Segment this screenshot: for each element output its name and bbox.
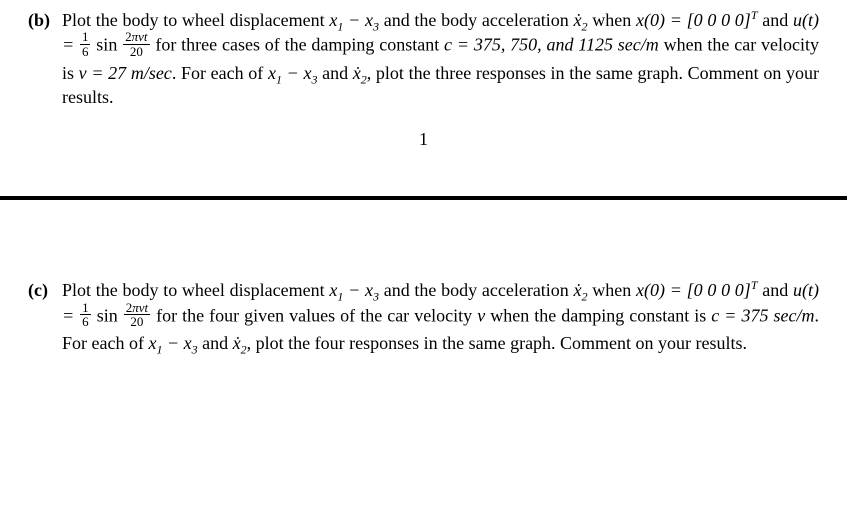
math-expr: x1 − x3 (329, 10, 379, 30)
denominator: 20 (124, 315, 150, 329)
fraction: 16 (80, 301, 91, 329)
numerator: 2πvt (123, 30, 149, 45)
math-expr: c = 375, 750, and 1125 sec/m (444, 35, 659, 55)
text: for the four given values of the car vel… (151, 305, 477, 325)
text: and the body acceleration (379, 280, 574, 300)
text: Plot the body to wheel displacement (62, 10, 329, 30)
math-expr: x(0) = [0 0 0 0]T (636, 10, 758, 30)
text: , plot the four responses in the same gr… (247, 333, 747, 353)
problem-c-text: Plot the body to wheel displacement x1 −… (62, 278, 819, 355)
problem-b-text: Plot the body to wheel displacement x1 −… (62, 8, 819, 109)
math-expr: v = 27 m/sec (79, 63, 172, 83)
math-expr: ẋ2 (233, 333, 247, 353)
text: sin (92, 305, 123, 325)
denominator: 6 (80, 315, 91, 329)
text: . For each of (172, 63, 268, 83)
numerator: 2πvt (124, 301, 150, 316)
page: (b) Plot the body to wheel displacement … (0, 0, 847, 151)
text: when (588, 280, 636, 300)
denominator: 20 (123, 45, 149, 59)
numerator: 1 (80, 301, 91, 316)
text: Plot the body to wheel displacement (62, 280, 329, 300)
math-expr: x(0) = [0 0 0 0]T (636, 280, 758, 300)
text: when the damping constant is (485, 305, 711, 325)
text: sin (91, 35, 122, 55)
math-expr: ẋ2 (353, 63, 367, 83)
numerator: 1 (80, 30, 91, 45)
math-expr: ẋ2 (574, 10, 588, 30)
math-expr: x1 − x3 (268, 63, 317, 83)
math-expr: ẋ2 (574, 280, 588, 300)
fraction: 16 (80, 30, 91, 58)
text: and (758, 10, 793, 30)
page: (c) Plot the body to wheel displacement … (0, 270, 847, 355)
fraction: 2πvt20 (123, 30, 149, 58)
problem-c-label: (c) (28, 278, 62, 355)
math-expr: x1 − x3 (148, 333, 197, 353)
text: and (758, 280, 793, 300)
text: for three cases of the damping constant (151, 35, 444, 55)
page-divider (0, 196, 847, 200)
denominator: 6 (80, 45, 91, 59)
problem-c: (c) Plot the body to wheel displacement … (28, 278, 819, 355)
math-expr: v (477, 305, 485, 325)
problem-b-label: (b) (28, 8, 62, 109)
text: and the body acceleration (379, 10, 574, 30)
page-number: 1 (28, 127, 819, 151)
fraction: 2πvt20 (124, 301, 150, 329)
problem-b: (b) Plot the body to wheel displacement … (28, 8, 819, 109)
math-expr: x1 − x3 (329, 280, 379, 300)
math-expr: c = 375 sec/m (711, 305, 814, 325)
text: when (588, 10, 636, 30)
